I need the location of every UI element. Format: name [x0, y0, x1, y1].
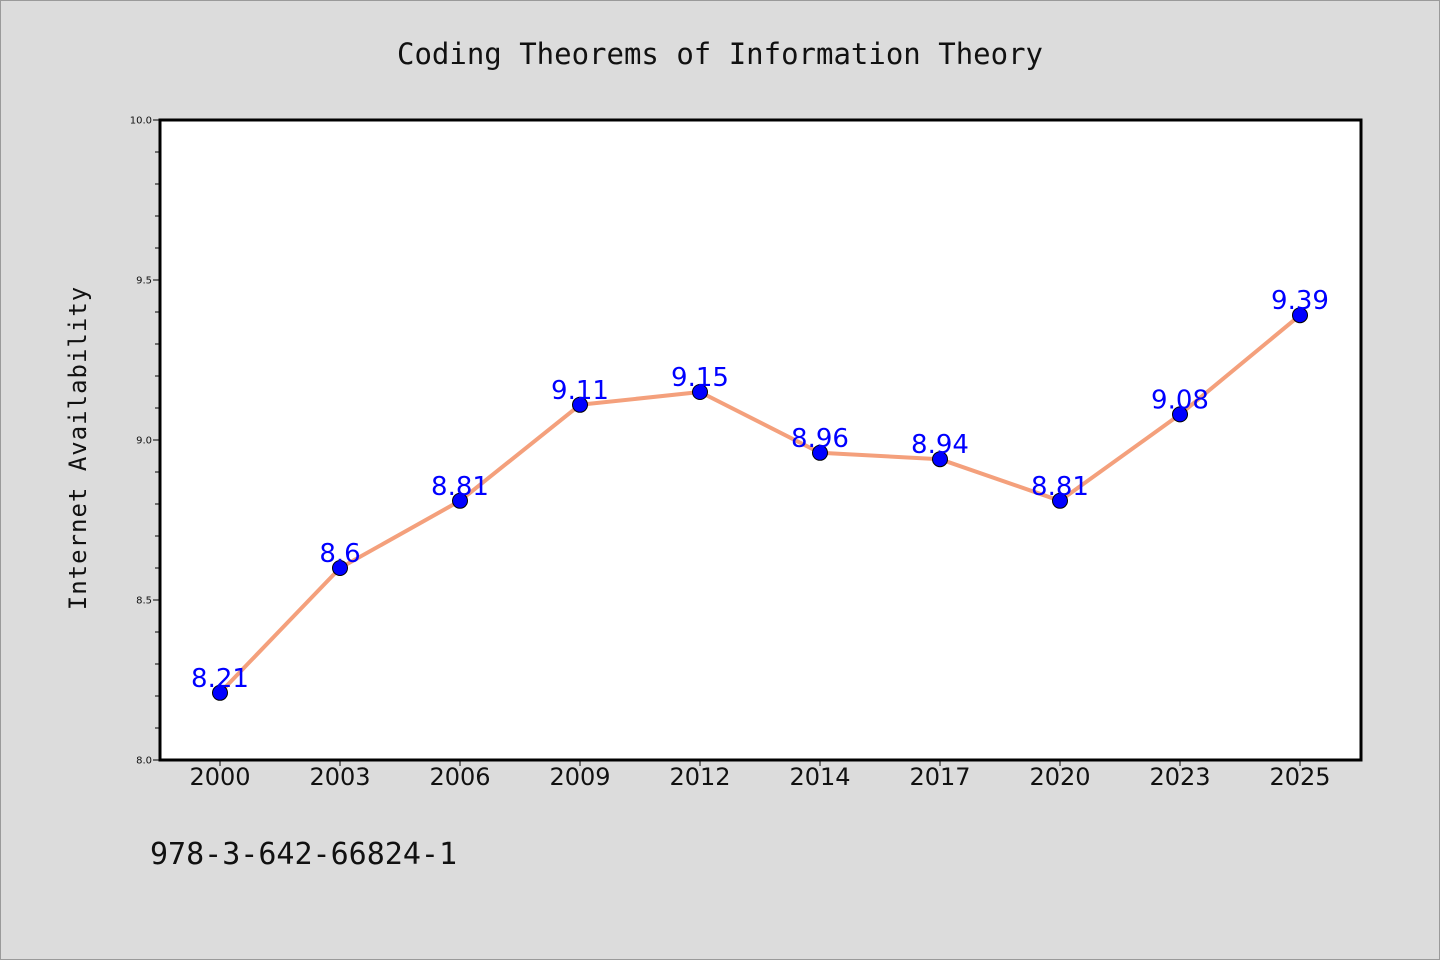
data-points: [212, 307, 1308, 701]
data-point: [1052, 492, 1068, 509]
data-label: 8.94: [911, 430, 969, 460]
data-point: [932, 451, 948, 468]
data-point: [332, 560, 348, 576]
data-label: 8.81: [1031, 472, 1089, 502]
data-label: 8.21: [191, 664, 249, 694]
plot-area: [158, 118, 1363, 762]
x-tick-label: 2025: [1269, 763, 1330, 791]
y-tick-label: 8.0: [136, 756, 152, 767]
data-point: [572, 396, 588, 413]
data-label: 9.15: [671, 363, 729, 393]
data-point: [212, 684, 228, 701]
x-tick-label: 2020: [1029, 763, 1090, 791]
data-labels: 8.21 8.6 8.81 9.11 9.15 8.96 8.94 8.81 9.08 9.39: [191, 286, 1329, 694]
data-point: [1172, 406, 1188, 423]
y-tick-label: 10.0: [130, 116, 152, 127]
x-tick-label: 2014: [789, 763, 850, 791]
chart-title: Coding Theorems of Information Theory: [397, 37, 1043, 71]
x-axis: 2000 2003 2006 2009 2012 2014 2017 2020 2023 2025: [189, 760, 1331, 791]
data-label: 8.96: [791, 424, 849, 454]
x-tick-label: 2023: [1149, 763, 1210, 791]
x-tick-label: 2003: [309, 763, 370, 791]
data-label: 8.81: [431, 472, 489, 502]
data-label: 9.08: [1151, 385, 1209, 415]
series-line-group: [218, 313, 1302, 695]
data-label: 9.39: [1271, 286, 1329, 316]
y-axis-label: Internet Availability: [64, 286, 92, 610]
series-line: [218, 313, 1302, 695]
data-label: 8.6: [319, 539, 360, 569]
x-tick-label: 2009: [549, 763, 610, 791]
x-tick-label: 2012: [669, 763, 730, 791]
data-point: [812, 444, 828, 461]
x-tick-label: 2017: [909, 763, 970, 791]
isbn-text: 978-3-642-66824-1: [150, 837, 457, 872]
y-tick-label: 9.5: [136, 276, 152, 287]
y-tick-label: 8.5: [136, 596, 152, 607]
data-point: [692, 384, 708, 400]
y-tick-label: 9.0: [136, 436, 152, 447]
y-axis: 8.0 8.5 9.0 9.5 10.0: [130, 116, 160, 767]
data-point: [452, 492, 468, 509]
data-label: 9.11: [551, 376, 609, 406]
x-tick-label: 2000: [189, 763, 250, 791]
x-tick-label: 2006: [429, 763, 490, 791]
data-point: [1292, 307, 1308, 324]
